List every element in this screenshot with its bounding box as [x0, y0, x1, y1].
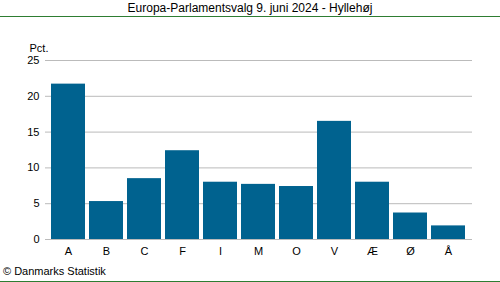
svg-text:O: O	[292, 245, 301, 257]
svg-text:Pct.: Pct.	[30, 42, 49, 54]
svg-text:Å: Å	[445, 245, 453, 257]
svg-text:25: 25	[27, 54, 39, 66]
svg-text:M: M	[254, 245, 263, 257]
svg-text:V: V	[331, 245, 339, 257]
svg-text:C: C	[141, 245, 149, 257]
svg-text:20: 20	[27, 90, 39, 102]
svg-text:15: 15	[27, 126, 39, 138]
svg-text:I: I	[219, 245, 222, 257]
svg-text:F: F	[179, 245, 186, 257]
svg-text:0: 0	[33, 233, 39, 245]
svg-text:B: B	[103, 245, 110, 257]
svg-text:A: A	[65, 245, 73, 257]
svg-text:10: 10	[27, 161, 39, 173]
svg-text:5: 5	[33, 197, 39, 209]
svg-text:Ø: Ø	[406, 245, 415, 257]
html-text:© Danmarks Statistik: © Danmarks Statistik	[3, 265, 106, 277]
html-text:Europa-Parlamentsvalg 9. juni: Europa-Parlamentsvalg 9. juni 2024 - Hyl…	[127, 1, 373, 15]
svg-text:Æ: Æ	[367, 245, 378, 257]
